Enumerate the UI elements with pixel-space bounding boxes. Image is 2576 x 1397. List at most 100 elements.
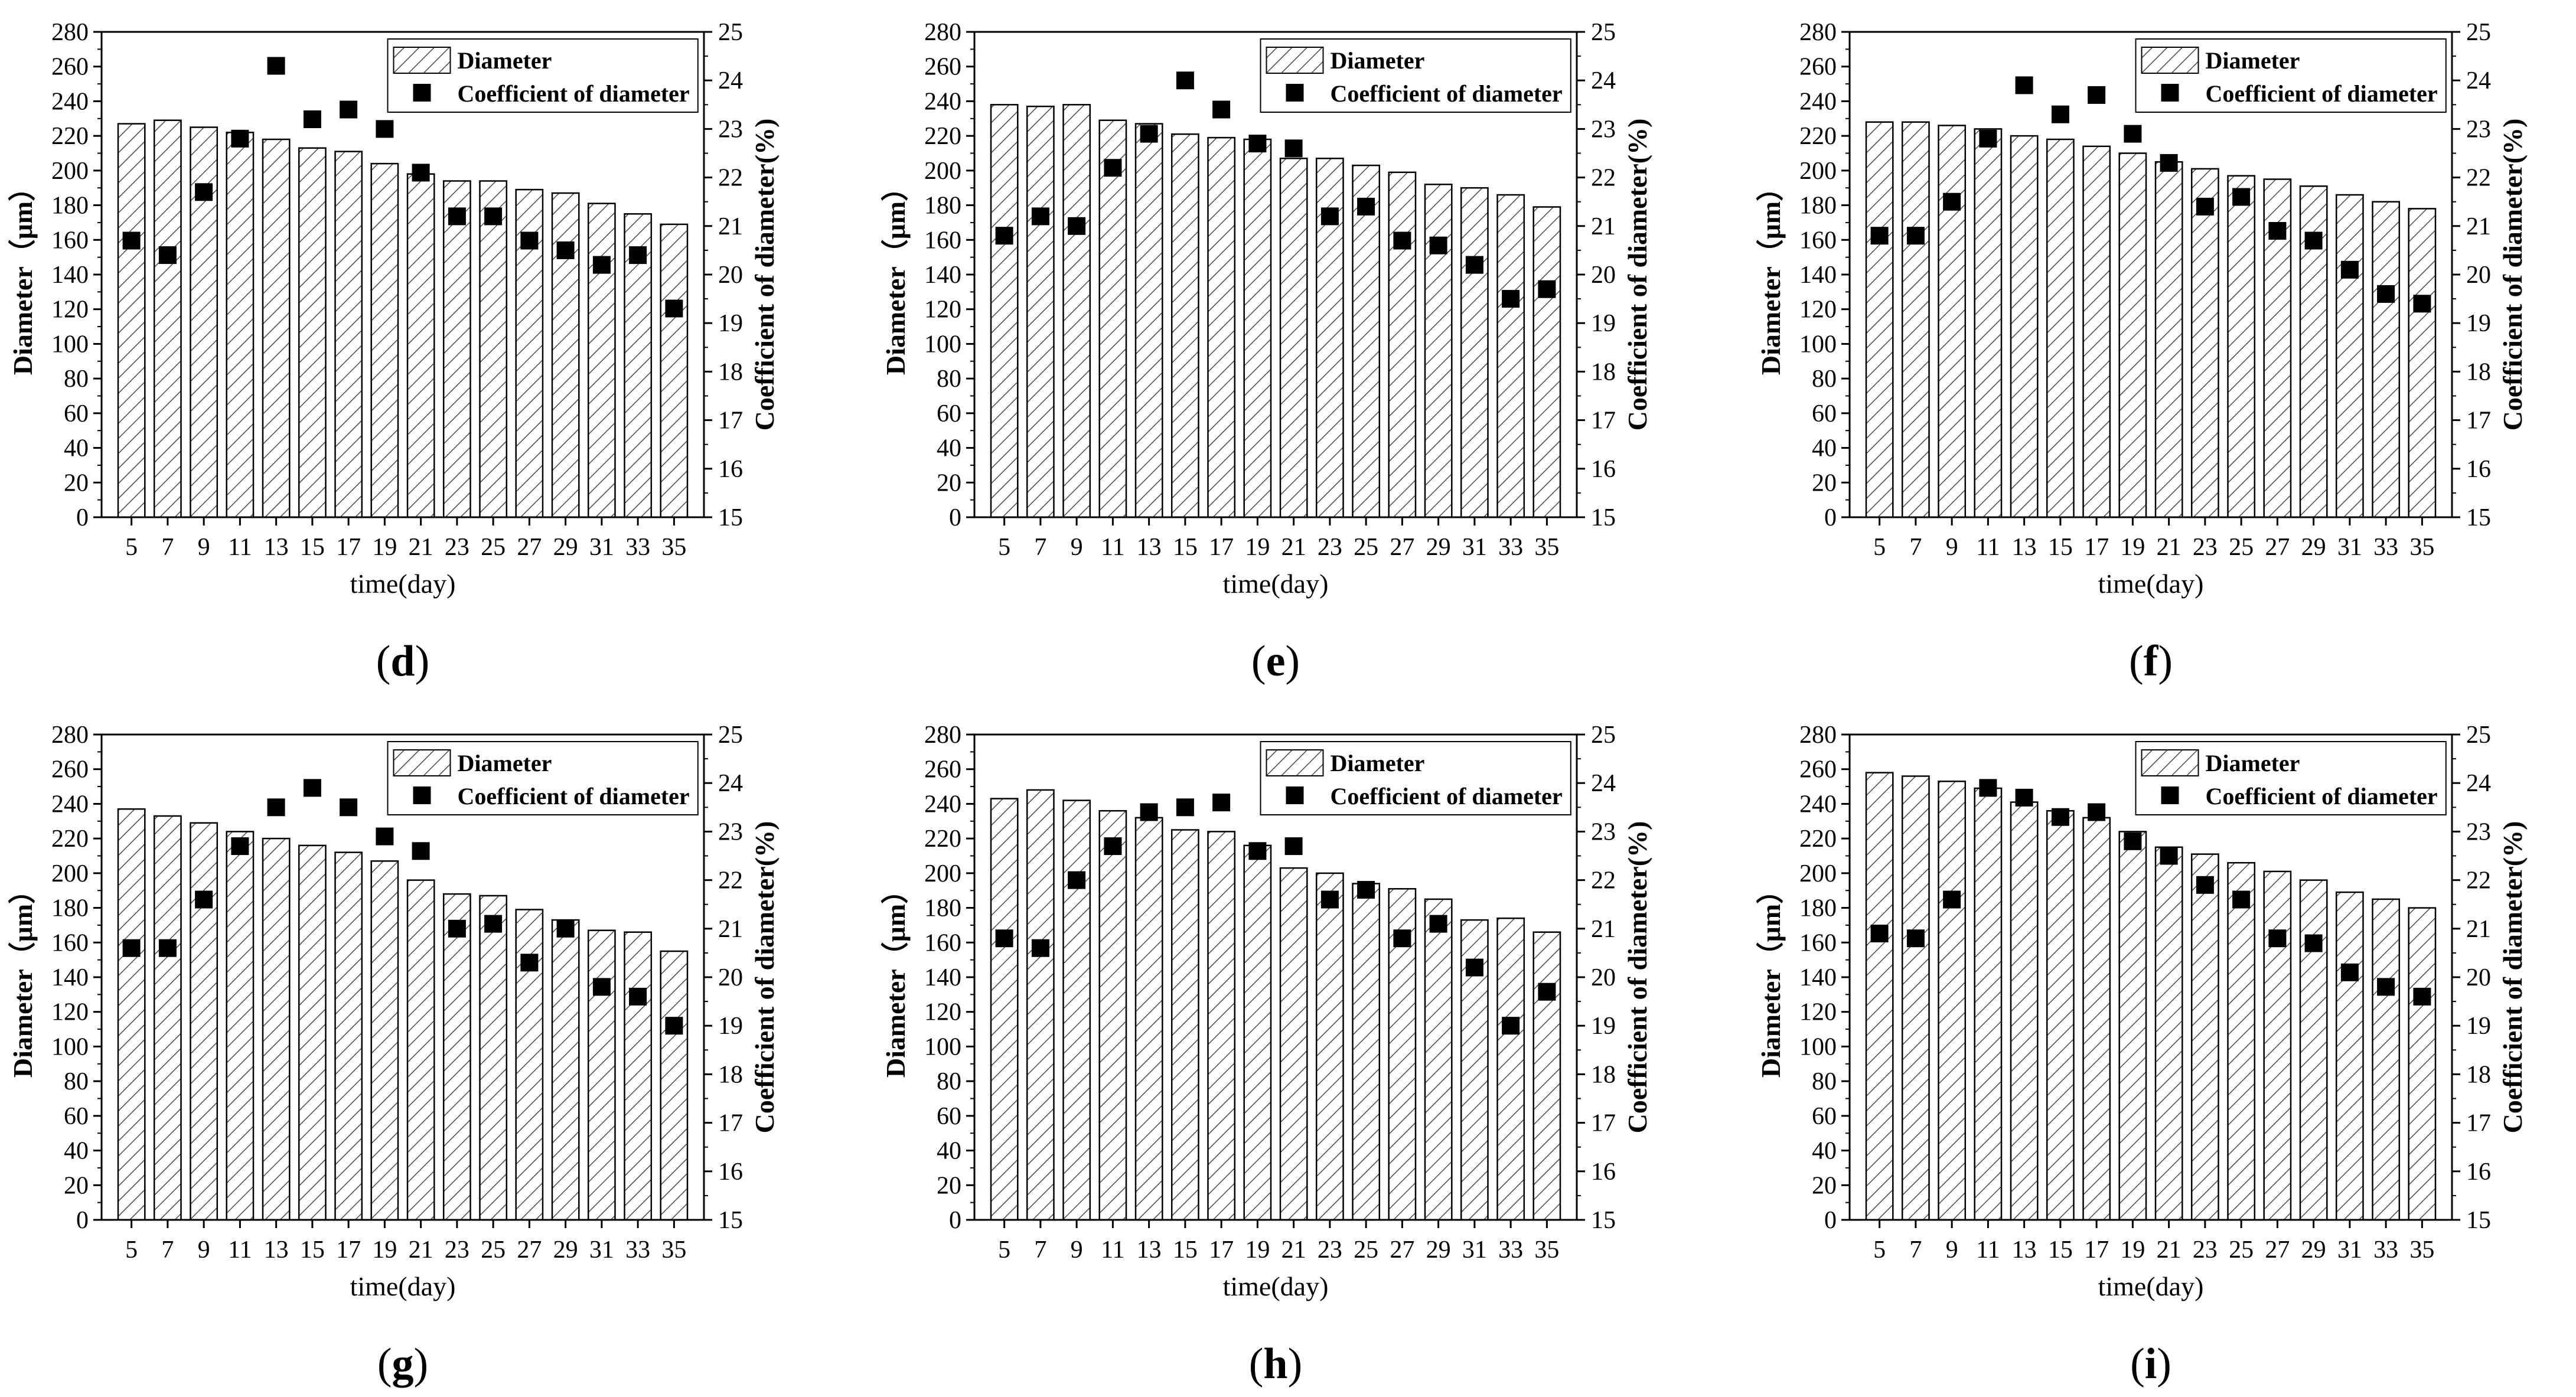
x-tick-label: 23 — [2193, 534, 2218, 561]
coefficient-point — [2340, 963, 2359, 981]
y-tick-label: 60 — [1812, 1103, 1837, 1130]
y2-tick-label: 25 — [2466, 19, 2491, 46]
diameter-bar — [1424, 184, 1453, 518]
coefficient-point — [1248, 135, 1267, 153]
legend-label-diameter: Diameter — [2206, 750, 2300, 776]
diameter-bar — [624, 931, 653, 1221]
x-tick-label: 13 — [1137, 534, 1162, 561]
diameter-bar — [551, 919, 580, 1221]
x-tick-label: 19 — [2120, 534, 2145, 561]
diameter-bar — [370, 162, 399, 518]
coefficient-point — [1176, 798, 1194, 817]
x-tick-label: 23 — [1318, 1236, 1342, 1264]
x-tick-label: 9 — [198, 1236, 210, 1264]
y2-axis-title: Coefficient of diameter(%) — [2497, 821, 2528, 1134]
x-tick-label: 27 — [517, 534, 542, 561]
panel-caption: (d) — [376, 637, 429, 686]
diameter-bar — [990, 798, 1019, 1221]
diameter-bar — [442, 180, 471, 518]
y-tick-label: 120 — [51, 999, 89, 1026]
diameter-bar — [153, 119, 182, 518]
y-tick-label: 20 — [1812, 469, 1837, 497]
x-tick-label: 5 — [125, 534, 138, 561]
y2-tick-label: 23 — [1591, 116, 1616, 143]
legend-label-coefficient: Coefficient of diameter — [2206, 80, 2438, 107]
coefficient-point — [1393, 929, 1411, 948]
coefficient-point — [412, 842, 430, 860]
diameter-bar — [660, 223, 689, 518]
diameter-bar — [1532, 931, 1561, 1221]
diameter-bar — [1901, 775, 1930, 1221]
diameter-bar — [334, 851, 363, 1221]
coefficient-point — [2124, 832, 2142, 850]
y-tick-label: 80 — [937, 1068, 961, 1095]
y-tick-label: 240 — [51, 791, 89, 818]
y2-tick-label: 15 — [2466, 504, 2491, 531]
x-tick-label: 29 — [553, 534, 578, 561]
diameter-bar — [442, 893, 471, 1221]
y2-tick-label: 25 — [718, 19, 743, 46]
diameter-bar — [1243, 138, 1272, 518]
coefficient-point — [1031, 939, 1049, 957]
coefficient-point — [2304, 231, 2323, 250]
coefficient-point — [267, 798, 285, 817]
coefficient-point — [2304, 934, 2323, 952]
x-tick-label: 13 — [1137, 1236, 1162, 1264]
coefficient-point — [995, 227, 1013, 245]
diameter-bar — [2372, 898, 2401, 1221]
coefficient-point — [1465, 958, 1483, 977]
diameter-bar — [1170, 829, 1199, 1221]
coefficient-point — [1357, 197, 1375, 216]
x-tick-label: 31 — [2337, 534, 2362, 561]
y-tick-label: 280 — [1799, 19, 1837, 46]
diameter-bar — [1938, 781, 1967, 1221]
x-tick-label: 5 — [1873, 534, 1886, 561]
legend-bar-swatch — [2141, 47, 2199, 74]
x-tick-label: 9 — [1071, 534, 1083, 561]
diameter-bar — [2190, 168, 2219, 518]
x-tick-label: 15 — [1173, 1236, 1198, 1264]
chart-panel-i: 0 20 40 60 80 100 120 140 160 180 200 220 240 260 280 1… — [1756, 722, 2528, 1388]
y-tick-label: 180 — [1799, 192, 1837, 220]
diameter-bar — [1062, 104, 1091, 518]
y-tick-label: 200 — [51, 158, 89, 185]
x-axis-title: time(day) — [2098, 1271, 2204, 1301]
y-tick-label: 220 — [1799, 825, 1837, 853]
diameter-bar — [479, 895, 508, 1221]
panel-caption: (i) — [2130, 1340, 2171, 1388]
coefficient-point — [1538, 280, 1556, 298]
x-tick-label: 15 — [300, 1236, 325, 1264]
y-tick-label: 0 — [949, 1207, 961, 1234]
y2-tick-label: 25 — [1591, 722, 1616, 749]
x-tick-label: 9 — [198, 534, 210, 561]
diameter-bar — [990, 104, 1019, 518]
y2-tick-label: 21 — [718, 213, 743, 240]
diameter-bar — [1974, 787, 2003, 1221]
diameter-bar — [2082, 145, 2111, 518]
y2-tick-label: 25 — [1591, 19, 1616, 46]
legend-bar-swatch — [2141, 749, 2199, 776]
legend-point-swatch — [2161, 786, 2179, 804]
coefficient-point — [1906, 227, 1925, 245]
coefficient-point — [1943, 890, 1961, 909]
y-tick-label: 180 — [924, 895, 961, 922]
x-tick-label: 27 — [1390, 534, 1414, 561]
y2-tick-label: 16 — [718, 456, 743, 483]
coefficient-point — [1357, 881, 1375, 899]
y2-tick-label: 17 — [1591, 407, 1616, 435]
diameter-bar — [2299, 879, 2328, 1221]
diameter-bar — [2372, 201, 2401, 518]
diameter-bar — [2010, 135, 2039, 518]
y2-tick-label: 20 — [2466, 262, 2491, 289]
coefficient-point — [629, 246, 647, 265]
diameter-bar — [624, 213, 653, 518]
y-tick-label: 180 — [924, 192, 961, 220]
diameter-bar — [1279, 158, 1308, 518]
x-tick-label: 33 — [2373, 1236, 2398, 1264]
diameter-bar — [226, 132, 255, 518]
x-tick-label: 15 — [2048, 1236, 2073, 1264]
x-tick-label: 17 — [2084, 1236, 2109, 1264]
coefficient-point — [2160, 847, 2178, 865]
coefficient-point — [1979, 129, 1997, 148]
legend-label-diameter: Diameter — [458, 47, 552, 74]
